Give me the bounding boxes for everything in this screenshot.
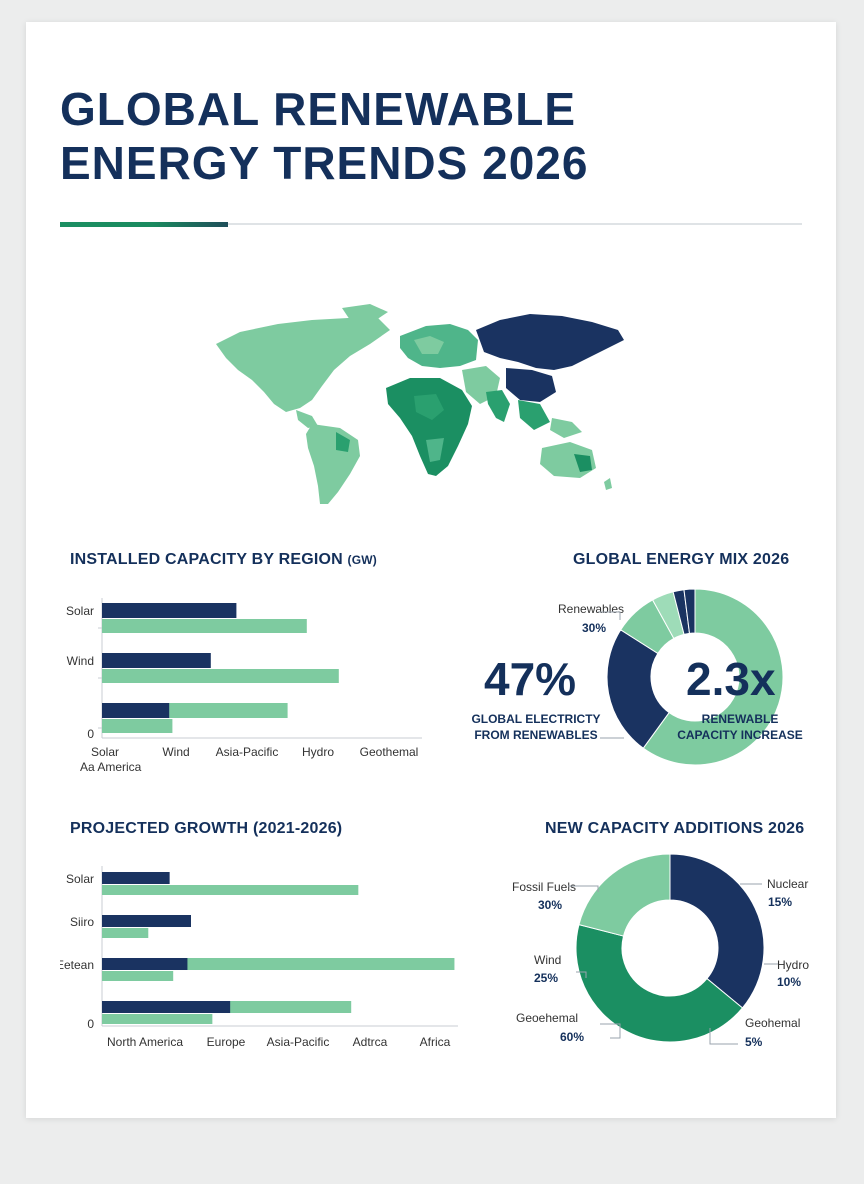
infographic-card bbox=[26, 22, 836, 1118]
mix-value-renewables: 30% bbox=[582, 621, 607, 635]
chart3-bar-green-lower bbox=[102, 1014, 213, 1024]
chart1-x-tick-label: Solar bbox=[91, 745, 119, 759]
chart1-bar-navy bbox=[102, 653, 211, 668]
chart3-x-tick-label: Asia-Pacific bbox=[267, 1035, 330, 1049]
chart3-title: PROJECTED GROWTH (2021-2026) bbox=[70, 820, 343, 837]
europe-shape bbox=[400, 324, 478, 368]
add-value-hydro: 10% bbox=[777, 975, 802, 989]
capacity-additions-donut bbox=[575, 853, 765, 1043]
leader-geothermal-b bbox=[709, 1028, 738, 1045]
chart3-bar-navy bbox=[102, 1001, 231, 1013]
chart3-row-label: Solar bbox=[66, 872, 94, 886]
chart1-x-tick-label: Geothemal bbox=[360, 745, 419, 759]
chart1-title: INSTALLED CAPACITY BY REGION (GW) bbox=[70, 551, 377, 569]
chart4-slice-0 bbox=[669, 853, 765, 1009]
projected-growth-chart: Solar Siiro Eetean 0 North America Europe Asia… bbox=[60, 866, 458, 1049]
chart1-bar-navy bbox=[102, 703, 170, 718]
chart3-bar-green-lower bbox=[102, 971, 174, 981]
stat-capacity-caption: RENEWABLE CAPACITY INCREASE bbox=[677, 712, 803, 742]
title-divider bbox=[60, 223, 802, 225]
title-accent-bar bbox=[60, 222, 228, 227]
chart4-slice-1 bbox=[575, 924, 744, 1043]
chart1-x-sublabel: Aa America bbox=[80, 760, 142, 774]
chart3-bar-navy bbox=[102, 872, 170, 884]
mix-leader-line bbox=[598, 611, 621, 620]
stat-leader-line bbox=[600, 737, 624, 739]
leader-wind bbox=[576, 971, 587, 978]
chart2-slice-5 bbox=[683, 588, 696, 634]
chart3-x-tick-label: North America bbox=[107, 1035, 183, 1049]
stat-renewables-share: 47% bbox=[484, 653, 577, 705]
australia-shape bbox=[540, 442, 612, 490]
chart1-row-label: 0 bbox=[87, 727, 94, 741]
chart3-bar-navy bbox=[102, 915, 191, 927]
add-value-geothermal-a: 60% bbox=[560, 1030, 585, 1044]
chart2-slice-0 bbox=[642, 588, 784, 766]
chart1-bar-green-lower bbox=[102, 719, 173, 733]
chart4-title: NEW CAPACITY ADDITIONS 2026 bbox=[545, 820, 805, 837]
add-value-nuclear: 15% bbox=[768, 895, 793, 909]
leader-geothermal-a bbox=[600, 1023, 621, 1039]
north-america-shape bbox=[216, 304, 390, 428]
add-value-geothermal-b: 5% bbox=[745, 1035, 763, 1049]
chart3-x-tick-label: Africa bbox=[420, 1035, 451, 1049]
chart3-bar-navy bbox=[102, 958, 188, 970]
russia-china-shape bbox=[476, 314, 624, 402]
add-label-geothermal-a: Geoehemal bbox=[516, 1011, 579, 1025]
chart2-title: GLOBAL ENERGY MIX 2026 bbox=[573, 551, 790, 568]
chart3-row-label: Siiro bbox=[70, 915, 94, 929]
chart1-bar-navy bbox=[102, 603, 237, 618]
chart1-x-tick-label: Wind bbox=[162, 745, 189, 759]
page-title: GLOBAL RENEWABLE ENERGY TRENDS 2026 bbox=[60, 83, 589, 189]
stat-capacity-multiplier: 2.3x bbox=[686, 653, 776, 705]
chart3-bar-green bbox=[102, 928, 149, 938]
add-label-hydro: Hydro bbox=[777, 958, 810, 972]
stat-renewables-caption: GLOBAL ELECTRICTY FROM RENEWABLES bbox=[471, 712, 601, 742]
chart1-x-tick-label: Hydro bbox=[302, 745, 334, 759]
chart3-bar-green bbox=[102, 885, 359, 895]
add-value-fossil: 30% bbox=[538, 898, 563, 912]
additions-leader-lines bbox=[568, 883, 778, 1045]
chart1-title-text: INSTALLED CAPACITY BY REGION bbox=[70, 551, 343, 568]
chart3-bar-green bbox=[102, 958, 455, 970]
south-asia-shape bbox=[486, 390, 582, 438]
leader-fossil bbox=[568, 885, 599, 892]
south-america-shape bbox=[306, 424, 360, 504]
chart4-slice-2 bbox=[578, 853, 671, 937]
chart3-row-label: Eetean bbox=[60, 958, 94, 972]
energy-mix-donut bbox=[606, 588, 784, 766]
africa-shape bbox=[386, 378, 472, 476]
chart1-row-label: Wind bbox=[67, 654, 94, 668]
chart3-row-label: 0 bbox=[87, 1017, 94, 1031]
add-label-wind: Wind bbox=[534, 953, 562, 967]
chart1-row-label: Solar bbox=[66, 604, 94, 618]
add-label-fossil: Fossil Fuels bbox=[512, 880, 577, 894]
add-value-wind: 25% bbox=[534, 971, 559, 985]
chart3-x-tick-label: Adtrca bbox=[353, 1035, 388, 1049]
chart3-x-tick-label: Europe bbox=[207, 1035, 246, 1049]
world-map bbox=[216, 304, 624, 504]
chart1-bar-green bbox=[102, 619, 307, 633]
chart1-title-unit: (GW) bbox=[347, 553, 377, 567]
chart1-bar-green bbox=[102, 669, 339, 683]
add-label-geothermal-b: Geohemal bbox=[745, 1016, 801, 1030]
installed-capacity-chart: Solar Wind 0 Solar Wind Asia-Pacific Hydro Geot… bbox=[66, 598, 422, 774]
chart1-x-tick-label: Asia-Pacific bbox=[216, 745, 279, 759]
add-label-nuclear: Nuclear bbox=[767, 877, 809, 891]
